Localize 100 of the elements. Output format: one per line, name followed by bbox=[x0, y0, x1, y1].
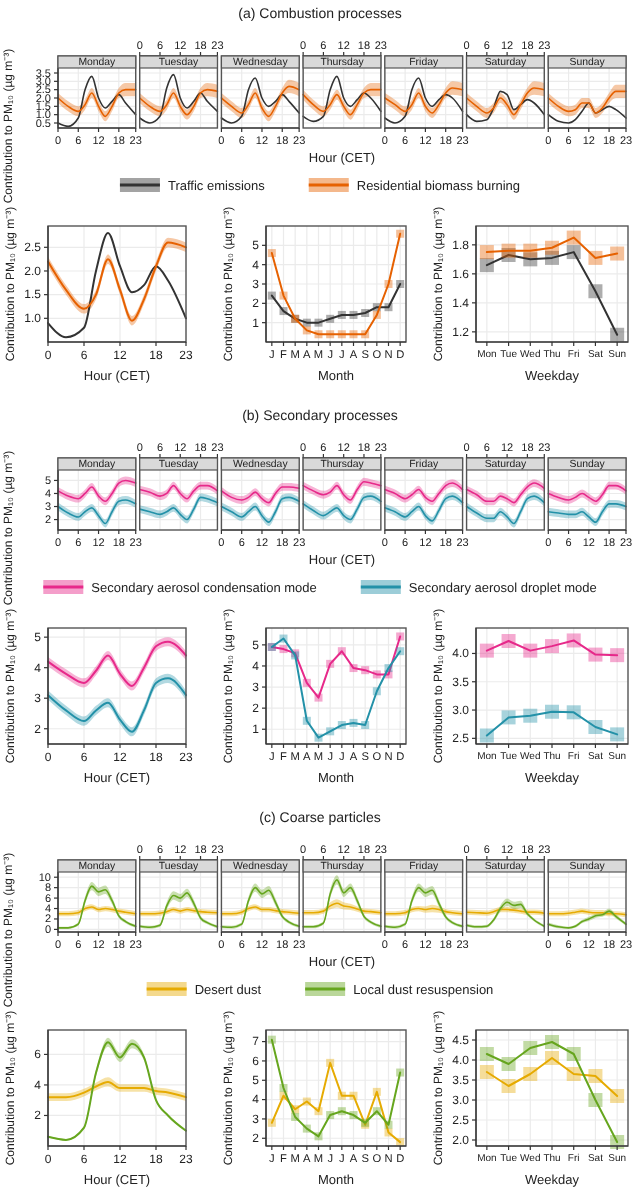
point bbox=[326, 314, 335, 323]
point bbox=[302, 1097, 311, 1106]
point bbox=[267, 1035, 276, 1044]
point bbox=[545, 704, 559, 719]
point bbox=[588, 1093, 603, 1107]
point bbox=[384, 303, 393, 312]
point bbox=[396, 1068, 405, 1077]
point bbox=[372, 687, 381, 696]
point bbox=[566, 705, 581, 720]
point bbox=[326, 330, 335, 339]
point bbox=[267, 249, 276, 258]
point bbox=[545, 240, 559, 255]
point bbox=[314, 1107, 323, 1116]
point bbox=[337, 310, 346, 319]
point bbox=[523, 708, 538, 723]
point bbox=[372, 310, 381, 319]
point bbox=[314, 1132, 323, 1141]
point bbox=[479, 1065, 494, 1079]
point bbox=[291, 1113, 300, 1121]
point bbox=[372, 1107, 381, 1116]
point bbox=[396, 280, 405, 288]
point bbox=[545, 1035, 559, 1049]
point bbox=[501, 634, 516, 649]
point bbox=[523, 643, 538, 658]
point bbox=[610, 727, 625, 742]
point bbox=[279, 291, 288, 300]
point bbox=[361, 666, 370, 675]
point bbox=[384, 1120, 393, 1129]
point bbox=[326, 1058, 335, 1067]
point bbox=[501, 1057, 516, 1071]
point bbox=[501, 710, 516, 725]
point bbox=[314, 693, 323, 702]
point bbox=[566, 633, 581, 648]
point bbox=[588, 647, 603, 662]
line-series bbox=[267, 229, 405, 339]
point bbox=[479, 258, 494, 273]
point bbox=[396, 632, 405, 641]
point bbox=[314, 318, 323, 327]
point bbox=[372, 670, 381, 679]
point bbox=[337, 647, 346, 656]
point bbox=[349, 1091, 358, 1100]
point bbox=[267, 1118, 276, 1127]
point bbox=[337, 1107, 346, 1116]
point bbox=[588, 720, 603, 735]
line-series bbox=[267, 280, 405, 327]
point bbox=[523, 243, 538, 258]
point bbox=[279, 645, 288, 654]
point bbox=[610, 1089, 625, 1103]
point bbox=[566, 1047, 581, 1061]
point bbox=[588, 250, 603, 265]
point bbox=[326, 1111, 335, 1120]
point bbox=[337, 721, 346, 730]
point bbox=[501, 243, 516, 258]
point bbox=[384, 280, 393, 288]
point bbox=[349, 330, 358, 339]
point bbox=[326, 727, 335, 736]
point bbox=[523, 1041, 538, 1055]
point bbox=[479, 245, 494, 260]
point bbox=[372, 1087, 381, 1096]
line-series bbox=[267, 1035, 405, 1141]
point bbox=[361, 309, 370, 317]
point bbox=[326, 659, 335, 668]
point bbox=[361, 721, 370, 730]
point bbox=[479, 728, 494, 743]
point bbox=[302, 1124, 311, 1133]
point bbox=[501, 1079, 516, 1093]
point bbox=[610, 327, 625, 342]
point bbox=[610, 648, 625, 663]
point bbox=[610, 246, 625, 261]
point bbox=[279, 1084, 288, 1092]
point bbox=[384, 664, 393, 673]
point bbox=[349, 310, 358, 319]
point bbox=[545, 1051, 559, 1065]
point bbox=[349, 1111, 358, 1120]
point bbox=[588, 284, 603, 299]
point bbox=[337, 330, 346, 339]
point bbox=[566, 230, 581, 245]
point bbox=[566, 245, 581, 260]
point bbox=[279, 307, 288, 316]
point bbox=[545, 639, 559, 654]
point bbox=[523, 1067, 538, 1081]
point bbox=[349, 718, 358, 727]
point bbox=[314, 330, 323, 339]
point bbox=[267, 291, 276, 300]
point bbox=[314, 733, 323, 742]
point bbox=[588, 1069, 603, 1083]
point bbox=[566, 1067, 581, 1081]
line-series bbox=[267, 634, 405, 742]
point bbox=[361, 330, 370, 339]
line-series bbox=[267, 632, 405, 702]
point bbox=[279, 634, 288, 643]
point bbox=[337, 1091, 346, 1100]
point bbox=[302, 326, 311, 335]
point bbox=[302, 716, 311, 725]
point bbox=[479, 643, 494, 658]
point bbox=[396, 229, 405, 238]
point bbox=[396, 647, 405, 656]
point bbox=[479, 1047, 494, 1061]
point bbox=[349, 664, 358, 673]
point bbox=[302, 678, 311, 687]
